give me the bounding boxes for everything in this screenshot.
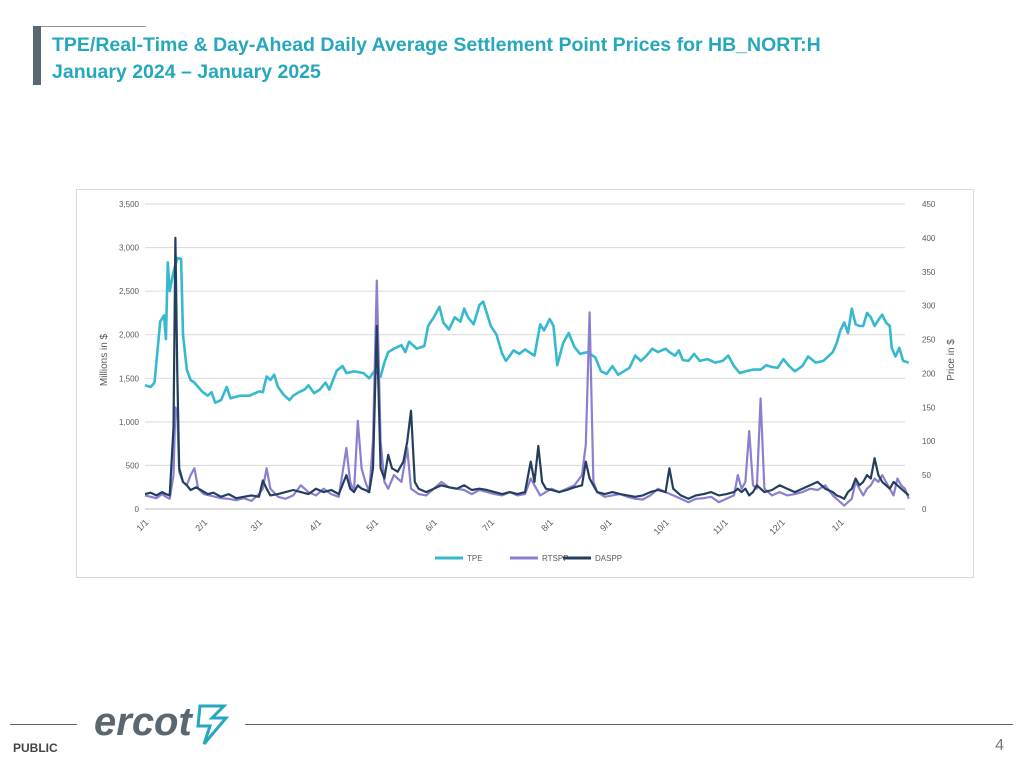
legend-label-tpe: TPE [467, 554, 483, 563]
price-chart: 0 500 1,000 1,500 2,000 2,500 3,000 3,500 0 50 10… [99, 200, 957, 563]
y-right-tick-label: 150 [922, 403, 936, 412]
y-left-tick-label: 1,000 [119, 418, 140, 427]
y-right-tick-label: 50 [922, 471, 931, 480]
x-axis: 1/1 2/1 3/1 4/1 5/1 6/1 7/1 8/1 9/1 10/1 11/1 12/1 1… [134, 517, 845, 536]
footer-divider-left [10, 724, 77, 725]
x-tick-label: 4/1 [307, 517, 323, 533]
x-tick-label: 3/1 [248, 517, 264, 533]
y-left-axis-label: Millions in $ [99, 333, 110, 386]
footer-divider-right [245, 724, 1013, 725]
x-tick-label: 9/1 [598, 517, 614, 533]
x-tick-label: 8/1 [539, 517, 555, 533]
public-label: PUBLIC [13, 741, 58, 755]
series-line-rtspp [144, 279, 910, 507]
page-title: TPE/Real-Time & Day-Ahead Daily Average … [52, 32, 1012, 86]
x-tick-label: 7/1 [480, 517, 496, 533]
x-tick-label: 10/1 [652, 517, 671, 536]
series-line-tpe [144, 256, 910, 404]
y-left-tick-label: 0 [135, 505, 140, 514]
x-tick-label: 1/1 [830, 517, 846, 533]
y-right-tick-label: 300 [922, 302, 936, 311]
x-tick-label: 11/1 [711, 517, 730, 536]
y-left-tick-label: 2,000 [119, 331, 140, 340]
page-title-line-2: January 2024 – January 2025 [52, 61, 321, 83]
y-right-axis-label: Price in $ [946, 339, 957, 381]
x-tick-label: 5/1 [364, 517, 380, 533]
series-line-daspp [144, 236, 910, 500]
title-rule [41, 26, 146, 27]
ercot-logo-text: ercot [94, 700, 193, 744]
x-tick-label: 6/1 [423, 517, 439, 533]
x-tick-label: 2/1 [193, 517, 209, 533]
y-right-axis: 0 50 100 150 200 250 300 350 400 450 [922, 200, 936, 514]
y-left-tick-label: 3,500 [119, 200, 140, 209]
y-left-tick-label: 500 [126, 461, 140, 470]
page-title-line-1: TPE/Real-Time & Day-Ahead Daily Average … [52, 34, 821, 56]
title-accent-bar [33, 26, 41, 85]
chart-frame: 0 500 1,000 1,500 2,000 2,500 3,000 3,500 0 50 10… [76, 189, 974, 578]
y-right-tick-label: 250 [922, 336, 936, 345]
x-tick-label: 1/1 [134, 517, 150, 533]
y-right-tick-label: 0 [922, 505, 927, 514]
legend-label-rtspp: RTSPP [542, 554, 569, 563]
legend-label-daspp: DASPP [595, 554, 622, 563]
series-layer [144, 236, 910, 507]
y-right-tick-label: 400 [922, 234, 936, 243]
y-left-axis: 0 500 1,000 1,500 2,000 2,500 3,000 3,500 [119, 200, 140, 514]
y-right-tick-label: 450 [922, 200, 936, 209]
y-right-tick-label: 350 [922, 268, 936, 277]
y-left-tick-label: 1,500 [119, 374, 140, 383]
y-right-tick-label: 100 [922, 437, 936, 446]
page-number: 4 [995, 737, 1004, 754]
y-right-tick-label: 200 [922, 369, 936, 378]
ercot-logo: ercot [94, 700, 230, 745]
ercot-bolt-icon [196, 704, 230, 745]
y-left-tick-label: 2,500 [119, 287, 140, 296]
y-left-tick-label: 3,000 [119, 244, 140, 253]
grid-lines [145, 203, 905, 510]
legend: TPE RTSPP DASPP [435, 554, 622, 563]
x-tick-label: 12/1 [767, 517, 786, 536]
